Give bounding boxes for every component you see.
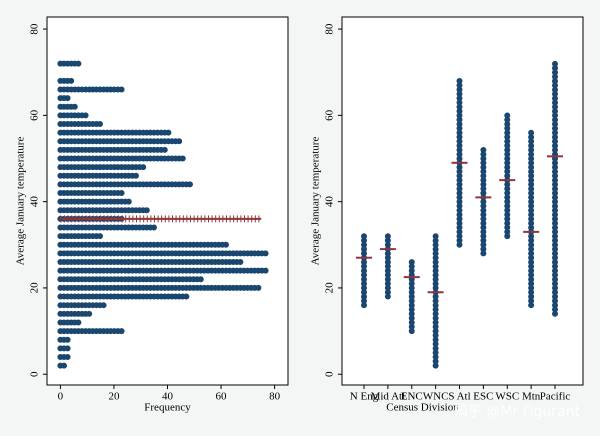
x-tick-label: WNC <box>423 391 449 403</box>
y-tick-label: 20 <box>29 282 41 294</box>
x-axis-label: Census Division <box>386 402 459 414</box>
x-tick-label: WSC <box>495 391 519 403</box>
x-tick-label: Mtn <box>522 391 541 403</box>
plot-area <box>341 16 584 386</box>
y-axis-label: Average January temperature <box>15 137 27 266</box>
y-tick-label: 0 <box>324 371 336 377</box>
x-tick-label: 20 <box>108 391 120 403</box>
y-tick-label: 40 <box>324 196 336 208</box>
x-tick-label: 80 <box>269 391 281 403</box>
y-tick-label: 0 <box>29 371 41 377</box>
y-tick-label: 60 <box>29 109 41 121</box>
x-tick-label: 40 <box>162 391 174 403</box>
y-tick-label: 60 <box>324 109 336 121</box>
y-tick-label: 80 <box>324 23 336 35</box>
y-axis-label: Average January temperature <box>310 137 322 266</box>
x-tick-label: 0 <box>58 391 64 403</box>
y-tick-label: 80 <box>29 23 41 35</box>
x-axis-label: Frequency <box>144 402 191 414</box>
x-tick-label: ESC <box>473 391 493 403</box>
y-tick-label: 20 <box>324 282 336 294</box>
x-tick-label: 60 <box>216 391 228 403</box>
x-tick-label: ENC <box>401 391 423 403</box>
x-tick-label: Mid Atl <box>371 391 406 403</box>
x-tick-label: N Eng <box>350 391 379 403</box>
y-tick-label: 40 <box>29 196 41 208</box>
x-tick-label: S Atl <box>448 391 470 403</box>
watermark: 知乎 @Mr Figurant <box>454 403 581 420</box>
x-tick-label: Pacific <box>540 391 571 403</box>
